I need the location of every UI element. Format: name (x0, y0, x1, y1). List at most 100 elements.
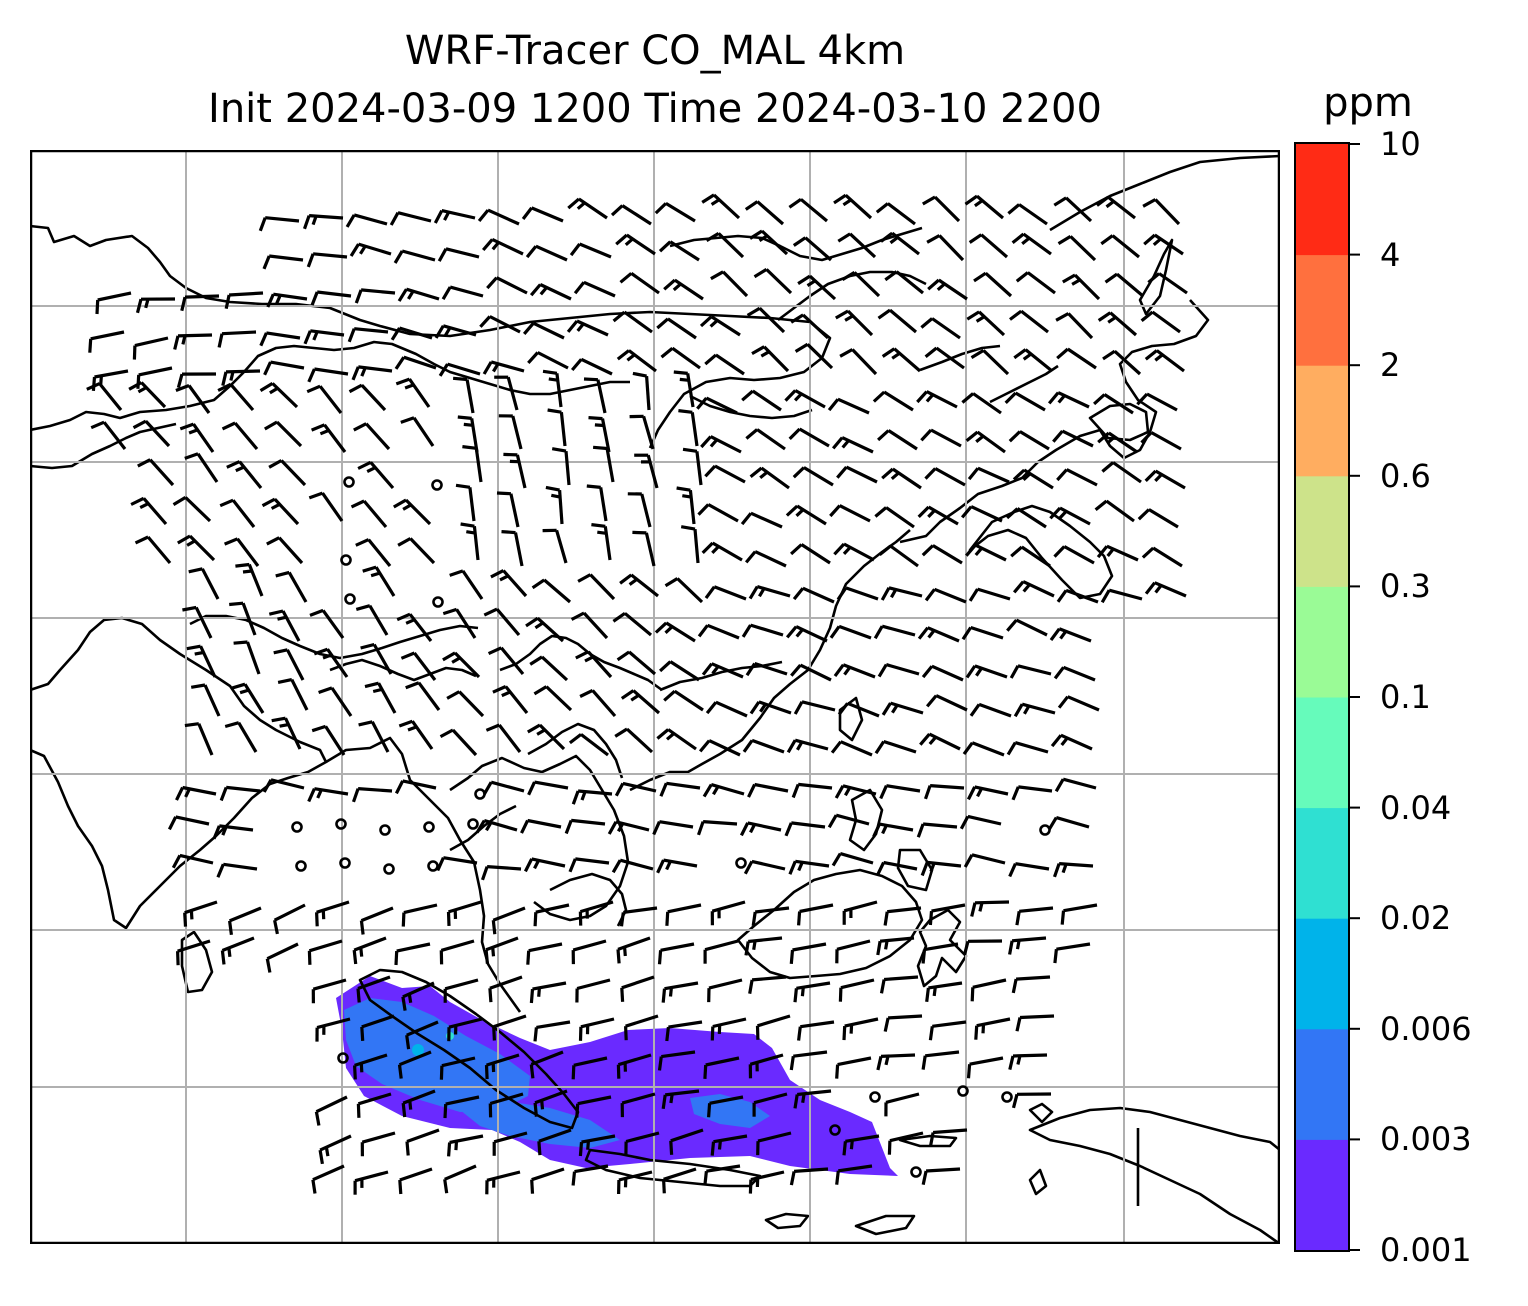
wind-barb-feather (588, 416, 603, 421)
wind-barb-feather (976, 787, 984, 798)
wind-barb-feather (624, 237, 634, 247)
wind-barb-feather (835, 1170, 840, 1185)
wind-barb-feather (878, 544, 892, 557)
colorbar-tick-label: 0.003 (1380, 1120, 1472, 1159)
wind-barb-feather (370, 571, 381, 578)
wind-barb-staff (203, 684, 221, 717)
colorbar-unit-label: ppm (1323, 80, 1413, 126)
wind-barb-feather (273, 648, 288, 655)
wind-barb-feather (1060, 737, 1069, 746)
wind-barb-feather (492, 1026, 496, 1041)
wind-barb-feather (749, 823, 757, 834)
wind-barb-feather (451, 656, 461, 664)
wind-barb-staff (1015, 618, 1048, 637)
wind-barb-feather (1021, 236, 1031, 246)
wind-barb-staff (846, 701, 880, 718)
wind-barb-staff (885, 1092, 920, 1104)
wind-barb-staff (149, 458, 175, 487)
wind-barb-staff (326, 648, 349, 678)
wind-barb-staff (489, 975, 523, 990)
wind-barb-staff (710, 315, 741, 337)
wind-barb-staff (225, 369, 261, 374)
wind-barb-feather (1056, 347, 1069, 360)
wind-barb-staff (799, 663, 832, 682)
wind-barb-feather (485, 723, 500, 732)
wind-barb-staff (275, 420, 303, 448)
wind-barb-staff (532, 321, 565, 340)
wind-barb-feather (1053, 196, 1067, 207)
wind-barb-staff (621, 1092, 656, 1105)
wind-barb-staff (543, 578, 572, 604)
wind-barb-staff (755, 906, 790, 914)
wind-barb-feather (978, 902, 984, 912)
wind-barb-staff (707, 503, 739, 523)
wind-barb-staff (273, 903, 306, 922)
wind-calm-marker (383, 863, 395, 875)
wind-barb-feather (568, 858, 577, 873)
wind-barb-feather (1154, 353, 1164, 362)
wind-barb-staff (802, 586, 835, 604)
wind-barb-staff (669, 240, 700, 262)
wind-barb-staff (721, 270, 749, 298)
wind-barb-staff (622, 781, 657, 793)
wind-barb-feather (577, 573, 592, 583)
wind-barb-staff (536, 351, 569, 370)
wind-barb-staff (1015, 862, 1050, 871)
wind-barb-feather (136, 374, 141, 389)
wind-barb-staff (978, 310, 1006, 337)
wind-barb-staff (583, 280, 616, 298)
wind-barb-feather (1011, 1093, 1019, 1109)
wind-barb-staff (758, 307, 786, 334)
wind-barb-staff (493, 1014, 527, 1029)
plume-outer (336, 976, 898, 1176)
wind-barb-feather (788, 427, 801, 441)
wind-barb-feather (697, 503, 710, 516)
wind-barb-feather (372, 687, 383, 694)
wind-barb-staff (486, 865, 522, 871)
wind-barb-feather (703, 1064, 708, 1079)
wind-barb-feather (407, 725, 418, 732)
wind-barb-feather (490, 569, 505, 579)
wind-barb-feather (275, 570, 290, 578)
wind-barb-staff (800, 543, 831, 565)
wind-barb-feather (194, 650, 204, 656)
wind-barb-feather (408, 1100, 413, 1110)
wind-barb-feather (891, 351, 901, 360)
wind-barb-feather (1140, 310, 1154, 323)
wind-barb-staff (970, 505, 1003, 523)
wind-barb-staff (221, 936, 255, 952)
wind-barb-feather (536, 728, 546, 736)
wind-barb-staff (226, 785, 261, 793)
wind-barb-feather (480, 866, 489, 881)
wind-barb-feather (711, 545, 720, 555)
wind-barb-feather (696, 397, 708, 410)
wind-barb-feather (176, 373, 184, 389)
wind-barb-feather (917, 505, 930, 519)
wind-barb-feather (696, 821, 705, 836)
wind-barb-staff (712, 1017, 747, 1029)
wind-barb-feather (1101, 461, 1115, 473)
wind-barb-feather (491, 947, 496, 957)
wind-barb-feather (529, 283, 542, 297)
wind-barb-feather (492, 685, 507, 694)
wind-calm-marker (1001, 1091, 1013, 1103)
wind-barb-feather (660, 346, 674, 359)
wind-barb-feather (626, 353, 636, 362)
wind-barb-feather (1047, 391, 1060, 405)
wind-barb-staff (667, 903, 702, 914)
wind-barb-feather (405, 618, 416, 625)
wind-barb-feather (830, 740, 842, 754)
wind-barb-feather (842, 1026, 847, 1041)
wind-barb-staff (486, 1170, 521, 1182)
wind-barb-feather (843, 666, 852, 676)
wind-barb-feather (1102, 349, 1116, 361)
wind-barb-staff (632, 689, 661, 715)
wind-barb-staff (605, 448, 615, 483)
wind-barb-staff (223, 862, 258, 871)
wind-barb-feather (311, 1179, 317, 1194)
wind-barb-staff (513, 532, 524, 567)
wind-barb-feather (630, 693, 640, 702)
wind-barb-feather (454, 1140, 459, 1151)
wind-barb-feather (702, 783, 713, 798)
wind-barb-feather (268, 459, 283, 469)
